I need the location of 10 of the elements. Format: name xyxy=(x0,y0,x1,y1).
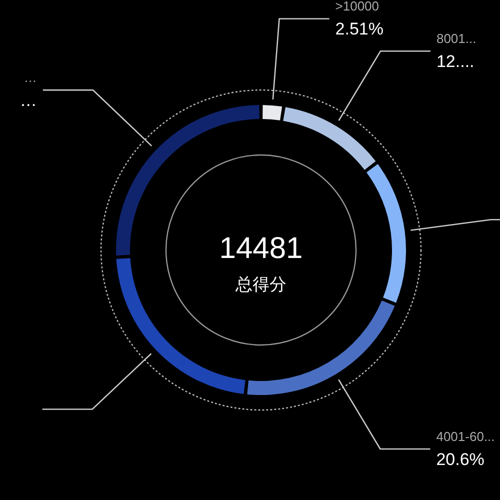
slice-label: >10000 xyxy=(335,0,380,14)
slice-label: … xyxy=(24,70,37,86)
text: 总得分 xyxy=(234,275,286,295)
data-label: 2.51% xyxy=(335,20,384,39)
slice-label: 4001-60... xyxy=(436,429,495,444)
data-label: 20.6% xyxy=(436,450,484,470)
data-label: … xyxy=(20,91,37,110)
slice-label: 8001... xyxy=(436,31,476,46)
text: 14481 xyxy=(219,232,303,265)
data-label: 12.... xyxy=(436,52,474,72)
